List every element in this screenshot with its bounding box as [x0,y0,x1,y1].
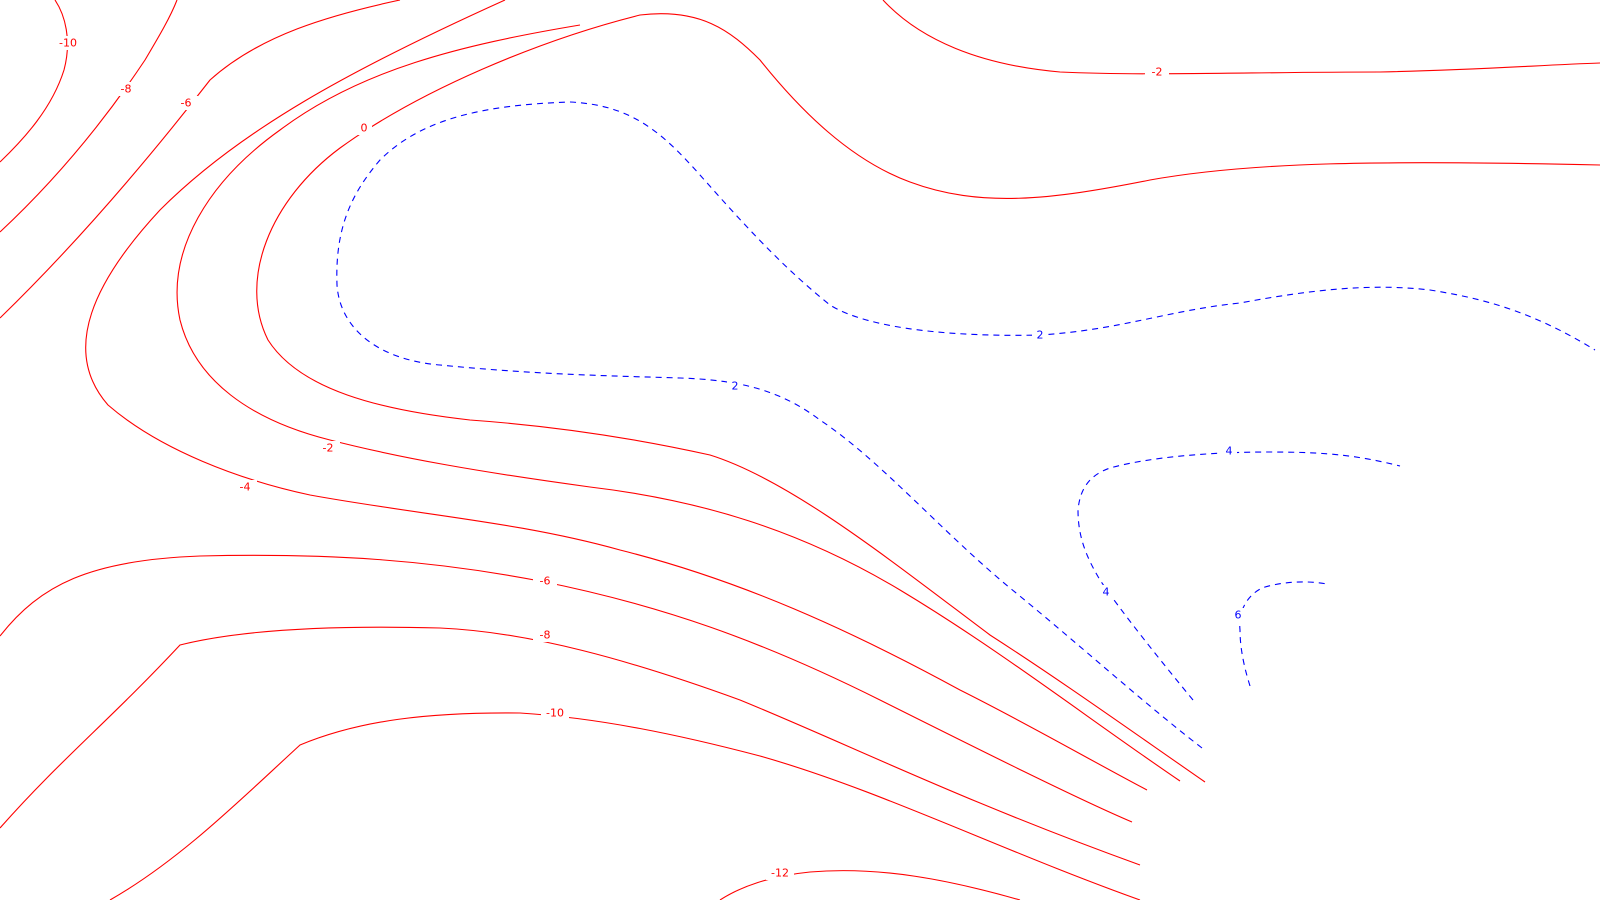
contour-line-minus-6-northwest [0,0,401,319]
svg-text:2: 2 [732,380,739,393]
svg-text:-2: -2 [323,442,334,455]
svg-text:-8: -8 [121,83,132,96]
contour-label-minus-6-northwest: -6 [174,96,198,110]
svg-text:-6: -6 [181,97,192,110]
svg-text:4: 4 [1103,586,1110,599]
contour-label-minus-6: -6 [533,574,557,588]
contour-label-minus-4: -4 [233,480,257,494]
svg-text:-2: -2 [1152,66,1163,79]
contour-label-minus-10-northwest: -10 [54,36,82,50]
svg-text:-10: -10 [59,37,77,50]
svg-text:-12: -12 [771,867,789,880]
svg-text:-4: -4 [240,481,251,494]
contour-label-minus-2-north: -2 [1145,65,1169,79]
svg-text:-8: -8 [540,629,551,642]
contour-line-plus-4 [1077,451,1401,701]
contour-label-plus-4-side: 4 [1098,585,1114,599]
svg-text:4: 4 [1226,445,1233,458]
contour-line-minus-2-inner [176,24,1181,782]
svg-text:2: 2 [1037,329,1044,342]
contour-label-minus-2-mid: -2 [316,441,340,455]
contour-label-plus-2-mid: 2 [727,379,743,393]
contour-label-plus-4-top: 4 [1221,444,1237,458]
svg-text:6: 6 [1235,609,1242,622]
contour-label-zero: 0 [356,121,372,135]
contour-line-zero [256,13,1600,783]
contour-label-minus-8: -8 [533,628,557,642]
contour-label-plus-6: 6 [1230,608,1246,622]
contour-label-minus-10: -10 [541,706,569,720]
contour-label-plus-2-east: 2 [1032,328,1048,342]
contour-label-minus-12: -12 [766,866,794,880]
svg-text:-6: -6 [540,575,551,588]
contour-line-minus-2-north [882,0,1600,75]
svg-text:0: 0 [361,122,368,135]
contour-line-minus-4 [85,0,1148,791]
svg-text:-10: -10 [546,707,564,720]
contour-label-minus-8-northwest: -8 [113,82,137,96]
contour-line-minus-10-northwest [0,0,68,163]
contour-line-minus-12 [719,870,1021,900]
contour-line-minus-8 [0,626,1141,866]
